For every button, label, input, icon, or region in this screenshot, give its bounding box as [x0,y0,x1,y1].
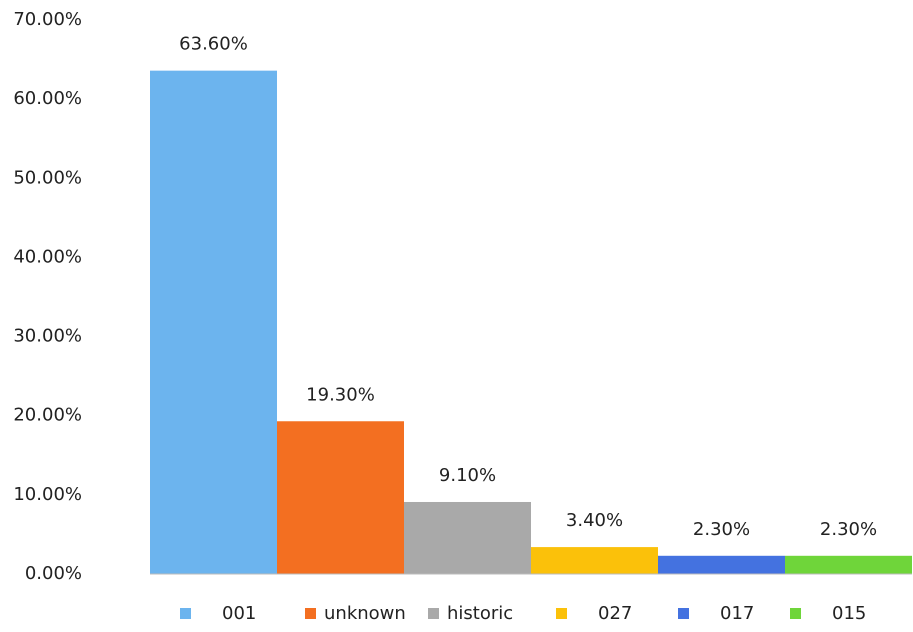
bar [404,501,531,574]
value-label: 19.30% [306,384,375,405]
legend-marker [305,608,316,619]
legend-marker [678,608,689,619]
y-tick-label: 10.00% [13,484,82,505]
bar [531,547,658,574]
y-tick-label: 60.00% [13,88,82,109]
legend-label: 001 [222,603,256,624]
value-label: 9.10% [439,465,496,486]
legend-marker [556,608,567,619]
y-tick-label: 50.00% [13,167,82,188]
legend-label: historic [447,603,513,624]
bar [785,555,912,574]
y-tick-label: 0.00% [25,563,82,584]
legend-label: 017 [720,603,754,624]
value-label: 2.30% [820,519,877,540]
legend-label: unknown [324,603,406,624]
y-tick-label: 70.00% [13,9,82,30]
legend-marker [428,608,439,619]
bar [277,421,404,574]
legend-marker [180,608,191,619]
legend-label: 027 [598,603,632,624]
bar [150,70,277,574]
y-tick-label: 20.00% [13,405,82,426]
y-tick-label: 40.00% [13,246,82,267]
value-label: 2.30% [693,519,750,540]
y-tick-label: 30.00% [13,326,82,347]
legend-label: 015 [832,603,866,624]
bar [658,555,785,574]
value-label: 63.60% [179,34,248,55]
legend-marker [790,608,801,619]
value-label: 3.40% [566,510,623,531]
